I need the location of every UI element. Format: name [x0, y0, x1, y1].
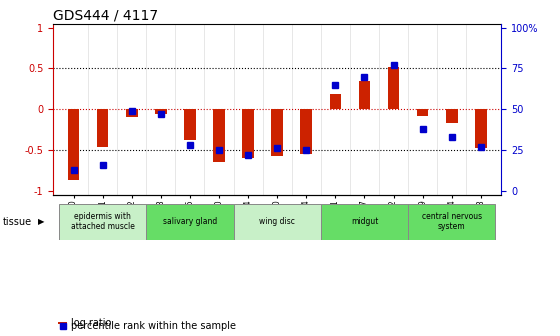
Bar [155, 109, 167, 114]
Text: percentile rank within the sample: percentile rank within the sample [71, 321, 236, 331]
Bar [213, 109, 225, 162]
Text: tissue: tissue [3, 217, 32, 227]
Text: epidermis with
attached muscle: epidermis with attached muscle [71, 212, 134, 232]
Text: log ratio: log ratio [71, 318, 111, 328]
Bar [388, 67, 399, 109]
Bar [330, 94, 341, 109]
Bar [234, 204, 321, 240]
Bar [446, 109, 458, 123]
Bar [475, 109, 487, 148]
Text: salivary gland: salivary gland [163, 217, 217, 226]
Bar [301, 109, 312, 154]
Bar [58, 322, 67, 324]
Bar [126, 109, 138, 117]
Text: midgut: midgut [351, 217, 378, 226]
Bar [59, 204, 146, 240]
Bar [146, 204, 234, 240]
Bar [97, 109, 109, 147]
Bar [358, 81, 370, 109]
Text: central nervous
system: central nervous system [422, 212, 482, 232]
Bar [184, 109, 196, 140]
Bar [408, 204, 496, 240]
Bar [272, 109, 283, 156]
Text: wing disc: wing disc [259, 217, 295, 226]
Bar [68, 109, 80, 180]
Text: GDS444 / 4117: GDS444 / 4117 [53, 8, 158, 23]
Bar [242, 109, 254, 158]
Text: ▶: ▶ [38, 217, 45, 226]
Bar [321, 204, 408, 240]
Bar [417, 109, 428, 116]
